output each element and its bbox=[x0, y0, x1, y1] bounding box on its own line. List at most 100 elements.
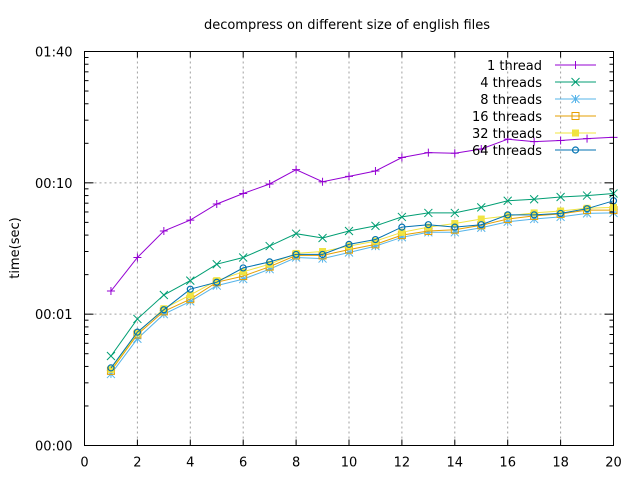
star-marker bbox=[159, 309, 169, 319]
filled-square-marker bbox=[398, 228, 406, 236]
cross-marker bbox=[159, 290, 169, 300]
plus-marker bbox=[530, 137, 539, 146]
plus-marker bbox=[106, 287, 115, 296]
series-5 bbox=[107, 197, 618, 372]
cross-marker bbox=[571, 77, 580, 87]
plus-marker bbox=[450, 149, 459, 158]
filled-square-marker bbox=[572, 129, 579, 137]
y-tick-label: 00:10 bbox=[35, 177, 72, 192]
cross-marker bbox=[397, 212, 407, 222]
filled-square-marker bbox=[266, 260, 274, 268]
cross-marker bbox=[450, 208, 460, 218]
circle-marker bbox=[292, 250, 300, 259]
circle-marker bbox=[160, 306, 168, 314]
filled-square-marker bbox=[292, 249, 300, 257]
legend-label: 8 threads bbox=[480, 93, 542, 108]
cross-marker bbox=[582, 191, 592, 200]
plus-marker bbox=[159, 226, 168, 235]
plus-marker bbox=[292, 165, 301, 174]
plus-marker bbox=[212, 199, 221, 208]
cross-marker bbox=[476, 203, 486, 212]
x-tick-label: 0 bbox=[80, 456, 88, 471]
plus-marker bbox=[503, 135, 512, 144]
y-tick-label: 00:01 bbox=[35, 308, 72, 323]
series-line bbox=[110, 193, 614, 357]
filled-square-marker bbox=[451, 220, 459, 228]
axis-layer: 0 2 4 6 8 10 12 14 16 18 20 00:00 00:01 00:10 01:40 bbox=[35, 46, 622, 471]
circle-marker bbox=[530, 211, 538, 219]
y-tick-label: 01:40 bbox=[35, 46, 72, 61]
series-4 bbox=[107, 203, 617, 373]
y-tick-label: 00:00 bbox=[35, 440, 72, 455]
star-marker bbox=[133, 334, 142, 344]
series-line bbox=[110, 212, 614, 375]
filled-square-marker bbox=[345, 242, 353, 250]
star-marker bbox=[397, 232, 407, 242]
x-tick-label: 20 bbox=[605, 456, 622, 471]
plus-marker bbox=[571, 61, 580, 69]
star-marker bbox=[571, 94, 580, 104]
star-marker bbox=[371, 241, 380, 251]
circle-marker bbox=[133, 328, 141, 336]
filled-square-marker bbox=[557, 207, 565, 215]
series-line bbox=[110, 209, 614, 372]
filled-square-marker bbox=[186, 291, 194, 299]
cross-marker bbox=[106, 351, 116, 361]
filled-square-marker bbox=[530, 209, 538, 217]
chart-title: decompress on different size of english … bbox=[204, 18, 490, 33]
cross-marker bbox=[133, 314, 142, 324]
square-marker bbox=[571, 112, 580, 120]
x-tick-label: 4 bbox=[186, 456, 194, 471]
circle-marker bbox=[583, 205, 591, 213]
cross-marker bbox=[344, 226, 354, 236]
plus-marker bbox=[397, 153, 406, 162]
filled-square-marker bbox=[504, 212, 512, 220]
plus-marker bbox=[186, 216, 195, 225]
circle-marker bbox=[239, 264, 247, 272]
legend-label: 1 thread bbox=[487, 59, 542, 74]
circle-marker bbox=[451, 223, 459, 231]
cross-marker bbox=[556, 192, 565, 202]
series-1 bbox=[106, 189, 618, 361]
x-tick-label: 6 bbox=[239, 456, 247, 471]
circle-marker bbox=[556, 209, 565, 218]
filled-square-marker bbox=[160, 305, 168, 313]
x-tick-label: 8 bbox=[292, 456, 300, 471]
circle-marker bbox=[477, 221, 485, 229]
cross-marker bbox=[529, 194, 539, 204]
star-marker bbox=[185, 297, 195, 306]
star-marker bbox=[344, 248, 354, 257]
circle-marker bbox=[266, 258, 274, 266]
filled-square-marker bbox=[213, 277, 221, 285]
x-tick-label: 14 bbox=[447, 456, 464, 471]
circle-marker bbox=[504, 211, 512, 219]
star-marker bbox=[450, 227, 460, 237]
circle-marker bbox=[107, 364, 115, 372]
circle-marker bbox=[213, 278, 221, 286]
x-tick-label: 12 bbox=[394, 456, 411, 471]
circle-marker bbox=[345, 240, 353, 248]
plus-marker bbox=[133, 253, 142, 262]
x-tick-label: 10 bbox=[341, 456, 358, 471]
cross-marker bbox=[423, 208, 433, 218]
series-layer bbox=[106, 133, 618, 379]
x-tick-label: 2 bbox=[133, 456, 141, 471]
circle-marker bbox=[318, 250, 327, 259]
legend-label: 32 threads bbox=[472, 127, 542, 142]
cross-marker bbox=[503, 196, 513, 206]
plus-marker bbox=[424, 148, 433, 157]
cross-marker bbox=[238, 253, 248, 262]
star-marker bbox=[423, 227, 433, 237]
circle-marker bbox=[371, 235, 380, 244]
filled-square-marker bbox=[371, 237, 379, 245]
series-line bbox=[110, 206, 614, 370]
star-marker bbox=[503, 217, 513, 227]
plus-marker bbox=[318, 177, 327, 186]
series-2 bbox=[106, 208, 618, 379]
legend-label: 16 threads bbox=[472, 110, 542, 125]
cross-marker bbox=[291, 229, 301, 239]
legend-label: 4 threads bbox=[480, 76, 542, 91]
series-line bbox=[110, 200, 614, 369]
